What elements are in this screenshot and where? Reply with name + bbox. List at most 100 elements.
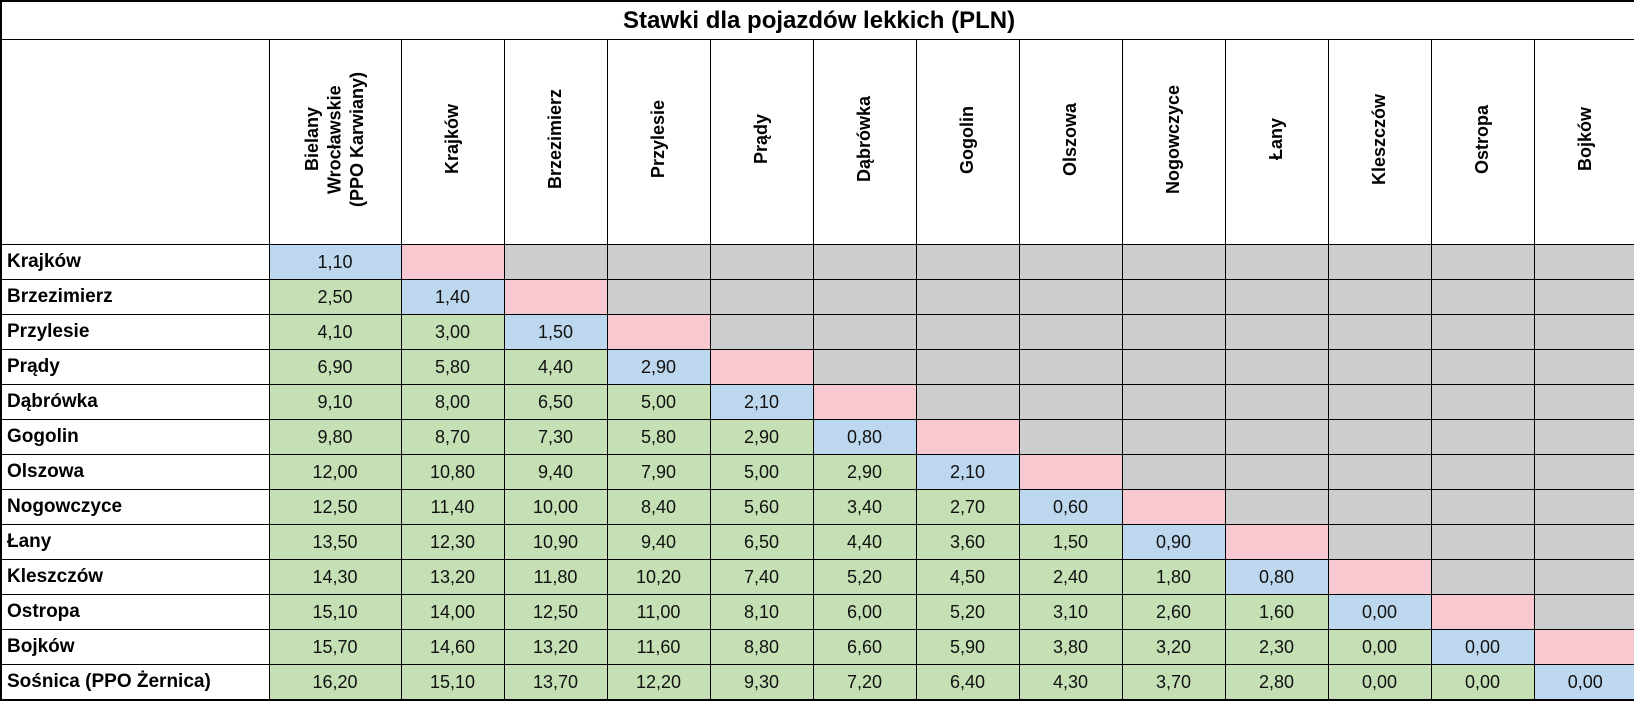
empty-cell [915, 349, 1020, 386]
empty-cell [1224, 279, 1329, 316]
rate-cell: 10,20 [606, 559, 711, 596]
diagonal-cell [400, 243, 505, 281]
empty-cell [1430, 314, 1535, 351]
rate-cell: 8,70 [400, 419, 505, 456]
column-header-label: Prądy [751, 114, 772, 165]
rate-cell: 6,40 [915, 664, 1020, 701]
rate-cell: 14,60 [400, 629, 505, 666]
table-row: Gogolin 9,80 8,70 7,30 5,80 2,90 0,80 [0, 419, 1634, 456]
diagonal-cell [503, 279, 608, 316]
diagonal-cell [1327, 559, 1432, 596]
empty-cell [1533, 524, 1634, 561]
rate-cell: 13,70 [503, 664, 608, 701]
rate-cell: 5,00 [606, 384, 711, 421]
column-header-cell: Przylesie [606, 39, 711, 245]
adjacent-rate-cell: 0,80 [1224, 559, 1329, 596]
rate-cell: 13,20 [400, 559, 505, 596]
diagonal-cell [1430, 594, 1535, 631]
adjacent-rate-cell: 1,50 [503, 314, 608, 351]
table-row: Prądy 6,90 5,80 4,40 2,90 [0, 349, 1634, 386]
column-header-cell: Gogolin [915, 39, 1020, 245]
table-row: Kleszczów 14,30 13,20 11,80 10,20 7,40 5,20 4,5… [0, 559, 1634, 596]
empty-cell [1018, 419, 1123, 456]
diagonal-cell [915, 419, 1020, 456]
table-row: Nogowczyce 12,50 11,40 10,00 8,40 5,60 3,40 2,7… [0, 489, 1634, 526]
diagonal-cell [1018, 454, 1123, 491]
rate-cell: 7,20 [812, 664, 917, 701]
empty-cell [915, 279, 1020, 316]
rate-cell: 1,80 [1121, 559, 1226, 596]
empty-cell [1327, 524, 1432, 561]
column-header-cell: Prądy [709, 39, 814, 245]
row-header: Gogolin [0, 419, 270, 456]
empty-cell [1430, 384, 1535, 421]
rate-cell: 7,40 [709, 559, 814, 596]
empty-cell [1018, 349, 1123, 386]
diagonal-cell [1533, 629, 1634, 666]
empty-cell [1430, 349, 1535, 386]
rate-cell: 3,70 [1121, 664, 1226, 701]
rate-cell: 9,30 [709, 664, 814, 701]
adjacent-rate-cell: 0,90 [1121, 524, 1226, 561]
rate-cell: 0,00 [1430, 664, 1535, 701]
rate-cell: 15,10 [400, 664, 505, 701]
empty-cell [606, 279, 711, 316]
column-header-label: Nogowczyce [1163, 84, 1184, 195]
rate-cell: 10,00 [503, 489, 608, 526]
empty-cell [1121, 349, 1226, 386]
table-row: Bojków 15,70 14,60 13,20 11,60 8,80 6,60 5,90 3,… [0, 629, 1634, 666]
adjacent-rate-cell: 2,90 [606, 349, 711, 386]
rate-cell: 4,30 [1018, 664, 1123, 701]
column-header-cell: Kleszczów [1327, 39, 1432, 245]
row-header: Bojków [0, 629, 270, 666]
rate-cell: 2,30 [1224, 629, 1329, 666]
rate-cell: 6,60 [812, 629, 917, 666]
empty-cell [1430, 559, 1535, 596]
rate-cell: 8,40 [606, 489, 711, 526]
adjacent-rate-cell: 0,60 [1018, 489, 1123, 526]
empty-cell [1224, 349, 1329, 386]
rate-cell: 3,00 [400, 314, 505, 351]
rate-cell: 11,00 [606, 594, 711, 631]
table-row: Przylesie 4,10 3,00 1,50 [0, 314, 1634, 351]
rate-cell: 7,30 [503, 419, 608, 456]
column-header-cell: Brzezimierz [503, 39, 608, 245]
header-row: Bielany Wrocławskie (PPO Karwiany) Krajkó… [0, 39, 1634, 245]
column-header-cell: Nogowczyce [1121, 39, 1226, 245]
empty-cell [1327, 243, 1432, 281]
diagonal-cell [1224, 524, 1329, 561]
empty-cell [503, 243, 608, 281]
rate-cell: 2,60 [1121, 594, 1226, 631]
rate-cell: 3,60 [915, 524, 1020, 561]
rate-cell: 5,20 [915, 594, 1020, 631]
empty-cell [1430, 454, 1535, 491]
row-header: Dąbrówka [0, 384, 270, 421]
rate-cell: 12,50 [268, 489, 402, 526]
adjacent-rate-cell: 1,40 [400, 279, 505, 316]
rate-cell: 2,50 [268, 279, 402, 316]
empty-cell [915, 384, 1020, 421]
rate-cell: 2,90 [812, 454, 917, 491]
rate-cell: 2,70 [915, 489, 1020, 526]
empty-cell [1121, 454, 1226, 491]
empty-cell [1018, 279, 1123, 316]
empty-cell [1533, 279, 1634, 316]
column-header-label: Kleszczów [1369, 93, 1390, 186]
rate-cell: 13,20 [503, 629, 608, 666]
rate-cell: 6,00 [812, 594, 917, 631]
rate-cell: 11,40 [400, 489, 505, 526]
column-header-label: Brzezimierz [545, 89, 566, 190]
rate-cell: 12,50 [503, 594, 608, 631]
column-header-label: Łany [1266, 118, 1287, 161]
diagonal-cell [812, 384, 917, 421]
column-header-label: Ostropa [1472, 104, 1493, 174]
row-header: Prądy [0, 349, 270, 386]
column-header-label: Gogolin [957, 105, 978, 174]
rate-cell: 11,80 [503, 559, 608, 596]
title-row: Stawki dla pojazdów lekkich (PLN) [0, 0, 1634, 40]
rate-cell: 14,30 [268, 559, 402, 596]
rate-cell: 10,80 [400, 454, 505, 491]
empty-cell [1533, 349, 1634, 386]
row-header: Sośnica (PPO Żernica) [0, 664, 270, 701]
